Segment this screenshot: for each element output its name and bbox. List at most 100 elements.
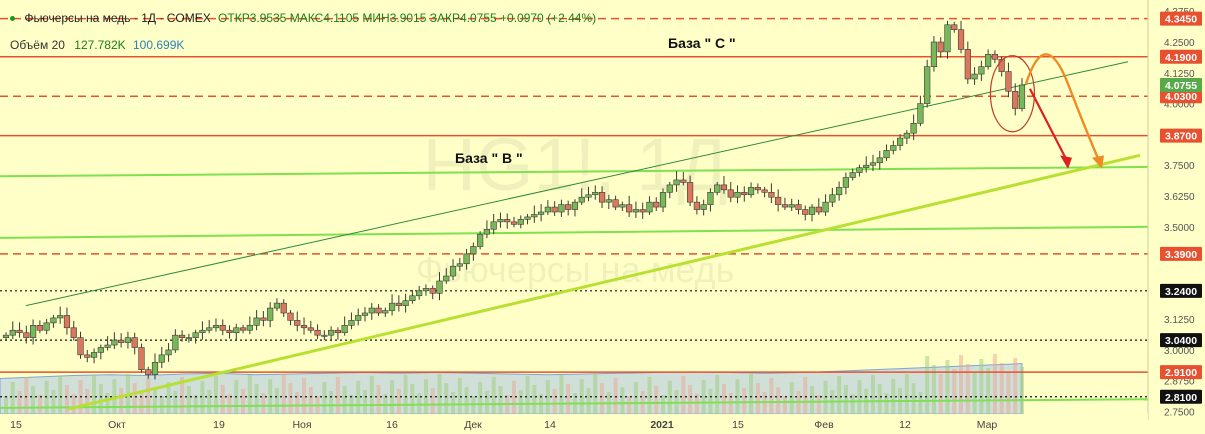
candle-body — [707, 191, 714, 205]
candle-body — [680, 179, 687, 183]
candle-body — [395, 302, 402, 306]
x-tick-label: Окт — [108, 419, 126, 431]
volume-bar — [478, 382, 483, 414]
volume-bar — [721, 384, 726, 414]
candle-body — [172, 334, 179, 351]
candle-body — [477, 233, 484, 247]
volume-bar — [742, 388, 747, 414]
x-tick-label: Фев — [814, 419, 834, 431]
candle-body — [781, 204, 789, 208]
candle-body — [991, 54, 999, 60]
support-line-upper — [0, 165, 1149, 178]
x-tick-label: 16 — [386, 419, 398, 431]
candle-body — [734, 191, 741, 198]
volume-bar — [71, 394, 76, 414]
candle-body — [504, 219, 511, 223]
volume-bar — [261, 393, 266, 414]
volume-bar — [600, 383, 605, 414]
orange-arrow-head — [1092, 155, 1104, 169]
candle-body — [29, 325, 37, 338]
volume-bar — [843, 385, 848, 414]
candle-body — [666, 184, 673, 193]
candle-body — [565, 204, 572, 210]
candle-body — [605, 199, 612, 203]
volume-bar — [498, 386, 503, 414]
price-level-badge — [1160, 128, 1202, 143]
candle-body — [355, 315, 362, 321]
volume-bar — [816, 395, 821, 414]
candle-body — [375, 307, 382, 314]
volume-bar — [98, 384, 103, 414]
candle-body — [368, 307, 375, 314]
volume-bar — [464, 387, 469, 414]
volume-bar — [403, 375, 408, 414]
volume-bar — [281, 374, 286, 414]
candle-body — [463, 253, 470, 265]
candle-body — [219, 325, 226, 331]
price-level-badge — [1160, 89, 1202, 104]
y-tick-label: 3.1250 — [1164, 315, 1195, 326]
price-level-badge — [1160, 389, 1202, 404]
volume-bar — [132, 383, 137, 414]
candle-body — [822, 201, 829, 213]
candle-body — [795, 204, 802, 210]
volume-bar — [457, 378, 462, 414]
candle-body — [964, 49, 971, 80]
candle-body — [639, 209, 646, 213]
volume-bar — [241, 389, 246, 414]
volume-bar — [153, 387, 158, 414]
candle-body — [199, 329, 206, 334]
candle-body — [558, 204, 565, 213]
candle-body — [720, 184, 728, 191]
candle-body — [761, 189, 768, 193]
candle-body — [382, 310, 389, 314]
candle-body — [253, 317, 260, 326]
candle-body — [36, 325, 43, 331]
candle-body — [957, 29, 965, 50]
price-axis-bg — [1148, 0, 1205, 434]
candle-body — [626, 204, 633, 213]
volume-bar — [654, 386, 659, 414]
volume-value-2: 100.699K — [133, 38, 185, 52]
y-tick-label: 4.1250 — [1164, 69, 1195, 80]
volume-bar — [986, 368, 991, 414]
volume-bar — [749, 374, 754, 414]
candle-body — [788, 204, 795, 208]
x-tick-label: 12 — [899, 419, 911, 431]
volume-bar — [823, 381, 828, 414]
volume-bar — [965, 364, 970, 414]
volume-bar — [931, 365, 936, 414]
candle-body — [808, 206, 816, 215]
support-line-lower — [0, 225, 1149, 239]
candle-body — [930, 41, 938, 67]
candle-body — [768, 191, 775, 198]
volume-bar — [661, 395, 666, 414]
volume-bar — [803, 377, 808, 414]
ohlc-values: ОТКР3.9535 МАКС4.1105 МИН3.9015 ЗАКР4.07… — [218, 11, 597, 25]
y-tick-label: 4.2500 — [1164, 38, 1195, 49]
volume-bar — [992, 354, 997, 414]
price-level-badge — [1160, 246, 1202, 261]
candle-body — [409, 295, 416, 301]
watermark-ticker: HG1!, 1Д — [422, 123, 727, 206]
candle-body — [239, 327, 247, 331]
candle-body — [131, 337, 138, 348]
candle-body — [971, 73, 978, 80]
candle-body — [165, 349, 172, 356]
candle-body — [551, 206, 558, 213]
candle-body — [9, 329, 16, 336]
candle-body — [998, 58, 1005, 72]
volume-bar — [417, 393, 422, 414]
candle-body — [422, 288, 430, 292]
volume-bar — [396, 389, 401, 414]
symbol-title[interactable]: Фьючерсы на медь · 1Д · COMEX — [24, 11, 211, 25]
candle-body — [693, 201, 700, 210]
volume-bar — [1020, 367, 1024, 414]
candle-body — [260, 317, 267, 321]
volume-bar — [112, 379, 117, 414]
volume-label[interactable]: Объём 20 — [10, 38, 65, 52]
volume-bar — [4, 396, 8, 414]
volume-bar — [938, 374, 943, 414]
candle-body — [531, 214, 538, 218]
